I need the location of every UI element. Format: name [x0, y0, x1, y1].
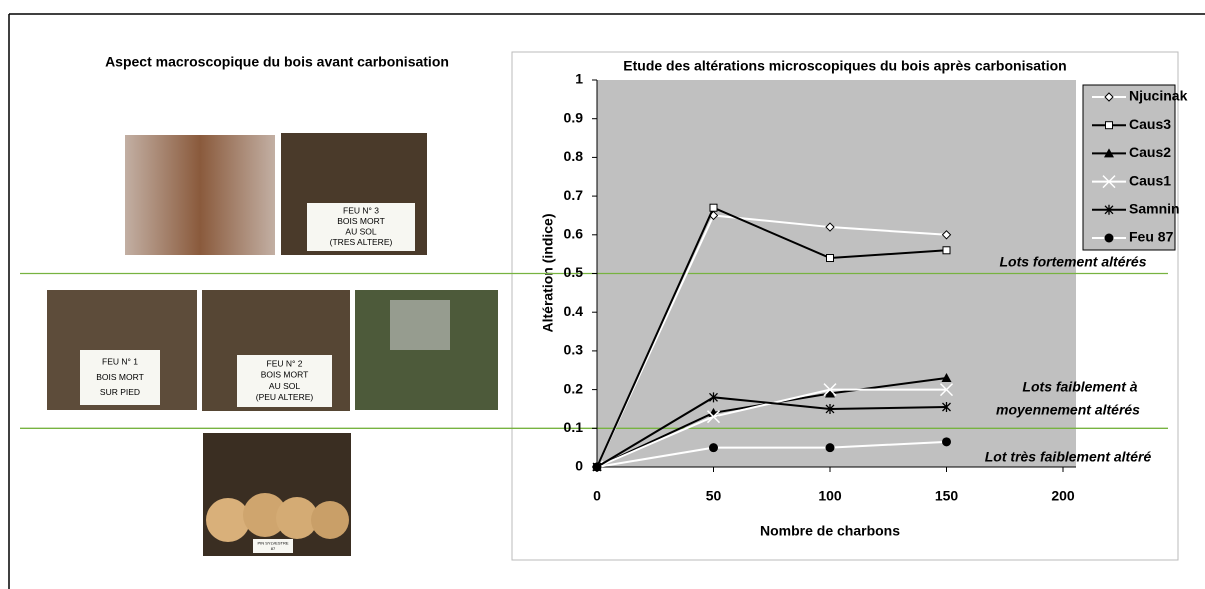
- log-end: [276, 497, 318, 539]
- legend-label: Feu 87: [1129, 229, 1174, 245]
- marker: [592, 462, 602, 472]
- left-title: Aspect macroscopique du bois avant carbo…: [105, 54, 449, 70]
- sign-text: (PEU ALTERE): [256, 392, 314, 402]
- marker: [942, 246, 951, 255]
- y-tick-label: 0: [575, 458, 583, 474]
- marker: [709, 392, 718, 403]
- plot: 0 0.1 0.2 0.3 0.4 0.5 0.6 0.7 0.8 0.9 1 0 50 100 150 20…: [20, 71, 1188, 504]
- y-tick-label: 0.1: [564, 419, 584, 435]
- x-tick-label: 50: [706, 488, 722, 504]
- marker: [709, 443, 718, 453]
- x-tick-label: 100: [818, 488, 842, 504]
- sign-text: FEU N° 2: [267, 358, 303, 368]
- chart-title: Etude des altérations microscopiques du …: [623, 58, 1066, 74]
- legend-label: Samnin: [1129, 201, 1180, 217]
- legend-label: Caus2: [1129, 144, 1171, 160]
- legend: [1082, 84, 1176, 251]
- legend-marker: [1104, 148, 1114, 158]
- sign-text: FEU N° 1: [102, 356, 138, 366]
- sign-text: FEU N° 3: [343, 206, 379, 216]
- x-axis-title: Nombre de charbons: [760, 523, 900, 539]
- photo-sign: [237, 355, 332, 407]
- photo-overlay: [125, 135, 275, 255]
- marker: [826, 254, 834, 263]
- y-tick-label: 1: [575, 71, 583, 87]
- annotation: Lots fortement altérés: [999, 254, 1146, 270]
- y-tick-label: 0.7: [564, 187, 584, 203]
- sign-text: BOIS MORT: [96, 372, 144, 382]
- marker: [941, 230, 952, 240]
- legend-marker: [1105, 121, 1113, 130]
- photo-sign: [307, 203, 415, 251]
- annotation: Lots faiblement à: [1022, 379, 1137, 395]
- series-line: [596, 440, 947, 468]
- log-end: [206, 498, 250, 542]
- x-tick-label: 200: [1051, 488, 1075, 504]
- x-tick-label: 150: [935, 488, 959, 504]
- marker: [706, 410, 721, 424]
- marker: [825, 443, 835, 453]
- sign-text: AU SOL: [269, 381, 300, 391]
- legend-marker: [1104, 204, 1114, 215]
- legend-label: Caus3: [1129, 116, 1171, 132]
- marker: [939, 383, 954, 397]
- log-end: [311, 501, 349, 539]
- y-tick-label: 0.2: [564, 380, 584, 396]
- series-line: [596, 396, 947, 468]
- sign-text: 87: [271, 546, 276, 551]
- series-line: [596, 214, 947, 468]
- y-tick-label: 0.6: [564, 226, 584, 242]
- x-tick-label: 0: [593, 488, 601, 504]
- legend-marker: [1104, 92, 1114, 102]
- marker: [942, 437, 951, 447]
- annotation: Lot très faiblement altéré: [985, 449, 1152, 465]
- marker: [823, 383, 837, 397]
- log-end: [243, 493, 287, 537]
- marker: [942, 402, 951, 413]
- y-tick-label: 0.5: [564, 264, 584, 280]
- sign-text: (TRES ALTERE): [330, 237, 393, 247]
- sign-text: BOIS MORT: [337, 216, 385, 226]
- annotation: moyennement altérés: [996, 402, 1140, 418]
- y-tick-label: 0.4: [564, 303, 584, 319]
- sign-text: AU SOL: [345, 226, 376, 236]
- series-line: [596, 206, 947, 468]
- photo-smoke: [390, 300, 450, 350]
- legend-marker: [1104, 233, 1114, 243]
- legend-marker: [1102, 175, 1116, 189]
- y-tick-label: 0.3: [564, 342, 584, 358]
- legend-label: Njucinak: [1129, 88, 1188, 104]
- sign-text: BOIS MORT: [261, 370, 309, 380]
- legend-label: Caus1: [1129, 172, 1171, 188]
- y-tick-label: 0.9: [564, 109, 584, 125]
- y-tick-label: 0.8: [564, 148, 584, 164]
- sign-text: SUR PIED: [100, 387, 140, 397]
- marker: [941, 372, 952, 382]
- marker: [709, 203, 718, 212]
- sign-text: PIN SYLVESTRE: [257, 540, 288, 545]
- marker: [825, 388, 835, 398]
- marker: [825, 403, 835, 414]
- marker: [825, 222, 835, 232]
- photo-sign: [253, 539, 293, 553]
- photo-sign: [80, 350, 160, 405]
- photos: [47, 133, 498, 556]
